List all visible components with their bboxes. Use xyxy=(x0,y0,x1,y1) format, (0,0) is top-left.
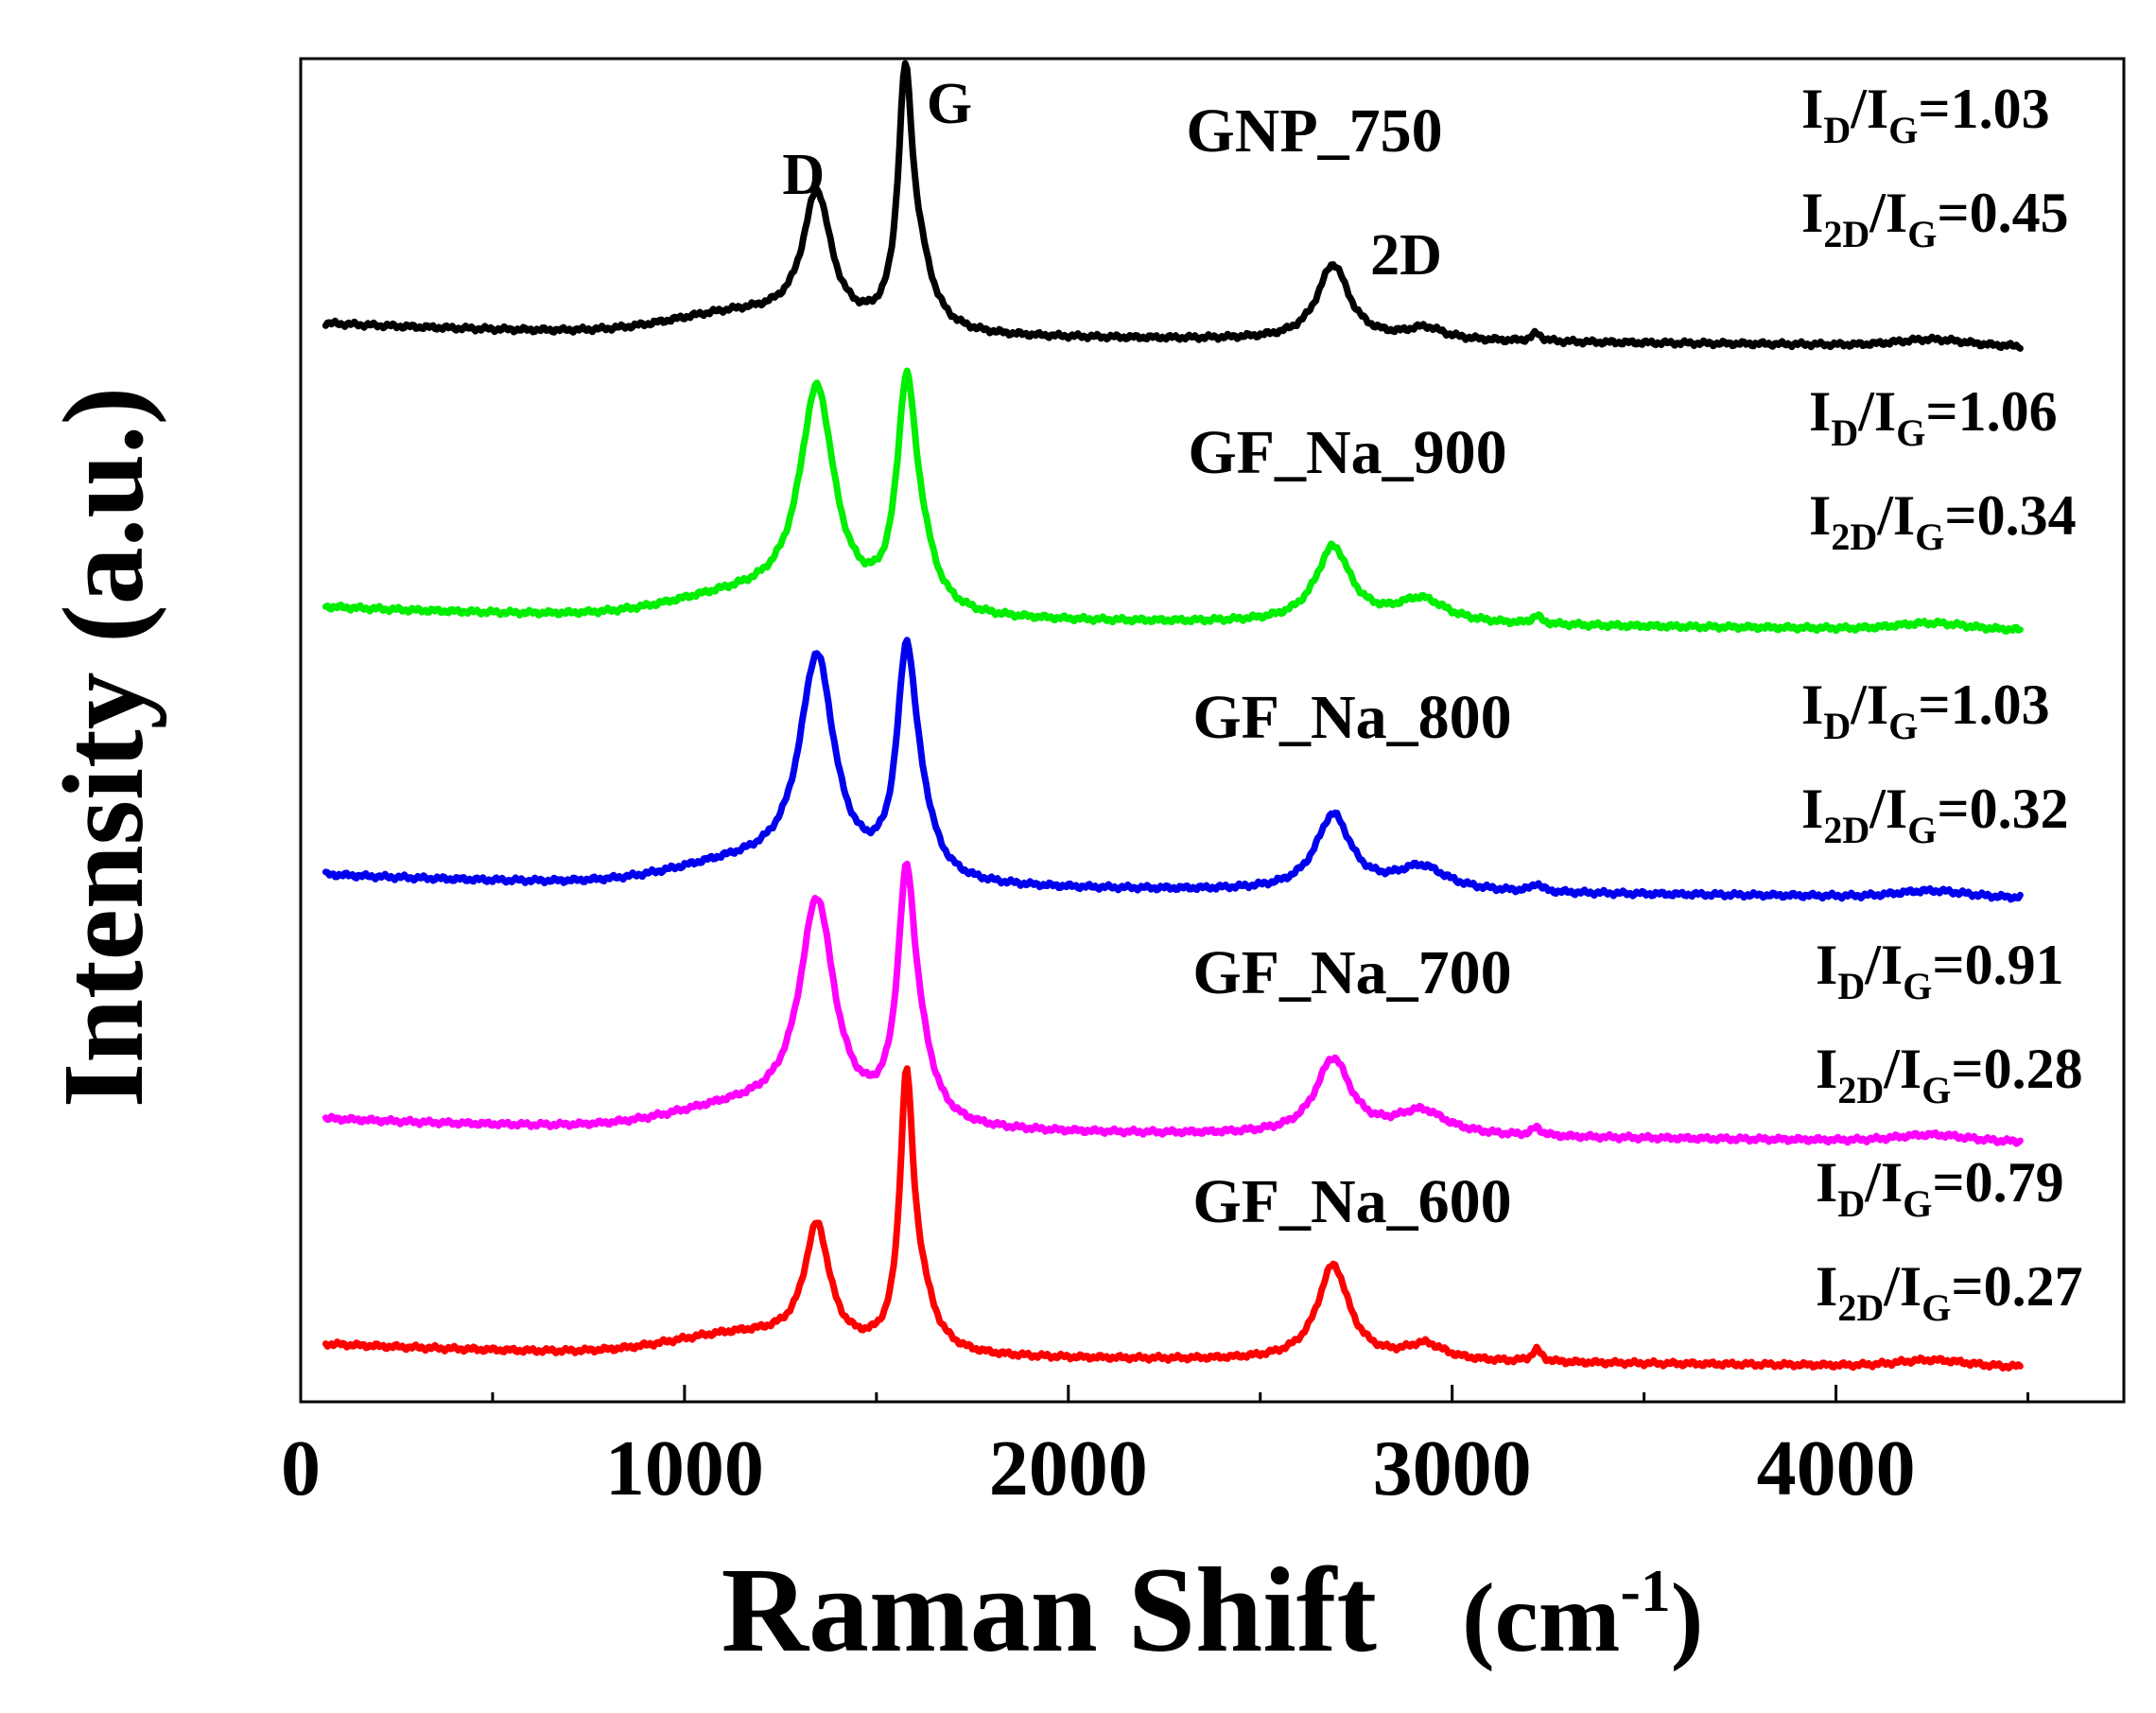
ratio-id-ig-part: I xyxy=(1816,934,1837,996)
ratio-id-ig-part: =1.03 xyxy=(1918,673,2049,736)
x-axis-label: Raman Shift (cm-1) xyxy=(722,1543,1704,1677)
peak-label-2d: 2D xyxy=(1370,223,1442,288)
ratio-i2d-ig-part: =0.27 xyxy=(1951,1255,2082,1318)
ratio-id-ig: ID/IG=0.79 xyxy=(1816,1151,2064,1225)
series-label: GF_Na_600 xyxy=(1192,1167,1511,1236)
x-tick-label: 1000 xyxy=(605,1425,764,1512)
ratio-i2d-ig: I2D/IG=0.27 xyxy=(1816,1255,2083,1329)
ratio-id-ig-part: D xyxy=(1837,965,1865,1007)
ratio-id-ig: ID/IG=0.91 xyxy=(1816,934,2064,1007)
series-label: GNP_750 xyxy=(1186,96,1442,166)
x-axis-unit-close: ) xyxy=(1671,1564,1704,1672)
ratio-id-ig-part: /I xyxy=(1864,934,1903,996)
x-axis-unit-sup: -1 xyxy=(1620,1557,1670,1624)
ratio-id-ig-part: G xyxy=(1903,965,1932,1007)
ratio-i2d-ig-part: G xyxy=(1907,809,1937,851)
ratio-i2d-ig-part: /I xyxy=(1869,778,1907,840)
ratio-i2d-ig-part: 2D xyxy=(1831,516,1877,558)
ratio-id-ig: ID/IG=1.06 xyxy=(1809,380,2058,454)
ratio-id-ig-part: /I xyxy=(1850,673,1888,736)
ratio-i2d-ig-part: G xyxy=(1921,1286,1951,1329)
ratio-i2d-ig-part: 2D xyxy=(1837,1069,1884,1111)
ratio-i2d-ig-part: =0.34 xyxy=(1944,484,2076,547)
series-line-gf-na-800 xyxy=(322,637,2024,903)
ratio-id-ig-part: =0.91 xyxy=(1932,934,2063,996)
ratio-i2d-ig: I2D/IG=0.32 xyxy=(1801,778,2069,851)
series-label: GF_Na_700 xyxy=(1192,938,1511,1007)
ratio-id-ig-part: I xyxy=(1809,380,1831,443)
ratio-id-ig-part: G xyxy=(1888,109,1918,151)
ratio-i2d-ig-part: I xyxy=(1816,1255,1837,1318)
ratio-id-ig-part: D xyxy=(1831,411,1858,454)
y-axis-label: Intensity (a.u.) xyxy=(40,387,167,1109)
ratio-i2d-ig-part: I xyxy=(1801,182,1823,244)
x-axis-unit: (cm xyxy=(1462,1564,1620,1672)
series-line-gf-na-600 xyxy=(322,1065,2024,1372)
ratio-i2d-ig-part: I xyxy=(1816,1038,1837,1100)
peak-label-d: D xyxy=(782,143,825,207)
ratio-id-ig: ID/IG=1.03 xyxy=(1801,78,2050,151)
series-label: GF_Na_900 xyxy=(1188,418,1506,487)
ratio-i2d-ig-part: 2D xyxy=(1837,1286,1884,1329)
peak-label-g: G xyxy=(927,72,972,136)
ratio-i2d-ig-part: G xyxy=(1921,1069,1951,1111)
ratio-id-ig-part: /I xyxy=(1850,78,1888,140)
ratio-id-ig-part: D xyxy=(1823,109,1851,151)
axes: 0 1000 2000 3000 4000 Raman Shift (cm-1) Intens… xyxy=(40,57,2126,1677)
ratio-id-ig-part: I xyxy=(1801,673,1823,736)
ratio-id-ig-part: /I xyxy=(1857,380,1896,443)
ratio-i2d-ig: I2D/IG=0.34 xyxy=(1809,484,2077,558)
ratio-i2d-ig-part: G xyxy=(1907,213,1937,255)
x-tick-label: 0 xyxy=(281,1425,321,1512)
ratio-i2d-ig-part: G xyxy=(1915,516,1944,558)
series-line-gf-na-700 xyxy=(322,860,2024,1147)
ratio-i2d-ig-part: 2D xyxy=(1823,213,1869,255)
series-line-gf-na-900 xyxy=(322,367,2024,635)
ratio-id-ig: ID/IG=1.03 xyxy=(1801,673,2050,747)
series-line-gnp-750 xyxy=(322,60,2024,352)
ratio-id-ig-part: /I xyxy=(1864,1151,1903,1214)
ratio-id-ig-part: =0.79 xyxy=(1932,1151,2063,1214)
ratio-i2d-ig-part: /I xyxy=(1883,1255,1921,1318)
ratio-i2d-ig: I2D/IG=0.45 xyxy=(1801,182,2069,255)
x-axis-label-main: Raman Shift xyxy=(722,1543,1378,1677)
ratio-i2d-ig-part: 2D xyxy=(1823,809,1869,851)
ratio-id-ig-part: D xyxy=(1837,1182,1865,1225)
x-tick-label: 4000 xyxy=(1757,1425,1916,1512)
ratio-i2d-ig: I2D/IG=0.28 xyxy=(1816,1038,2083,1111)
x-tick-label: 3000 xyxy=(1373,1425,1532,1512)
ratio-id-ig-part: I xyxy=(1801,78,1823,140)
ratio-id-ig-part: G xyxy=(1896,411,1925,454)
plot-frame xyxy=(299,57,2126,1404)
series-group xyxy=(322,60,2024,1372)
ratio-i2d-ig-part: /I xyxy=(1876,484,1915,547)
ratio-i2d-ig-part: =0.45 xyxy=(1937,182,2068,244)
ratio-id-ig-part: G xyxy=(1903,1182,1932,1225)
series-label: GF_Na_800 xyxy=(1192,683,1511,752)
ratio-i2d-ig-part: I xyxy=(1809,484,1831,547)
ratio-id-ig-part: D xyxy=(1823,705,1851,747)
ratio-id-ig-part: =1.03 xyxy=(1918,78,2049,140)
ratio-id-ig-part: I xyxy=(1816,1151,1837,1214)
ratio-id-ig-part: =1.06 xyxy=(1925,380,2057,443)
x-tick-label: 2000 xyxy=(989,1425,1148,1512)
ratio-i2d-ig-part: =0.32 xyxy=(1937,778,2068,840)
ratio-i2d-ig-part: /I xyxy=(1883,1038,1921,1100)
ratio-i2d-ig-part: I xyxy=(1801,778,1823,840)
ratio-i2d-ig-part: =0.28 xyxy=(1951,1038,2082,1100)
ratio-id-ig-part: G xyxy=(1888,705,1918,747)
ratio-i2d-ig-part: /I xyxy=(1869,182,1907,244)
